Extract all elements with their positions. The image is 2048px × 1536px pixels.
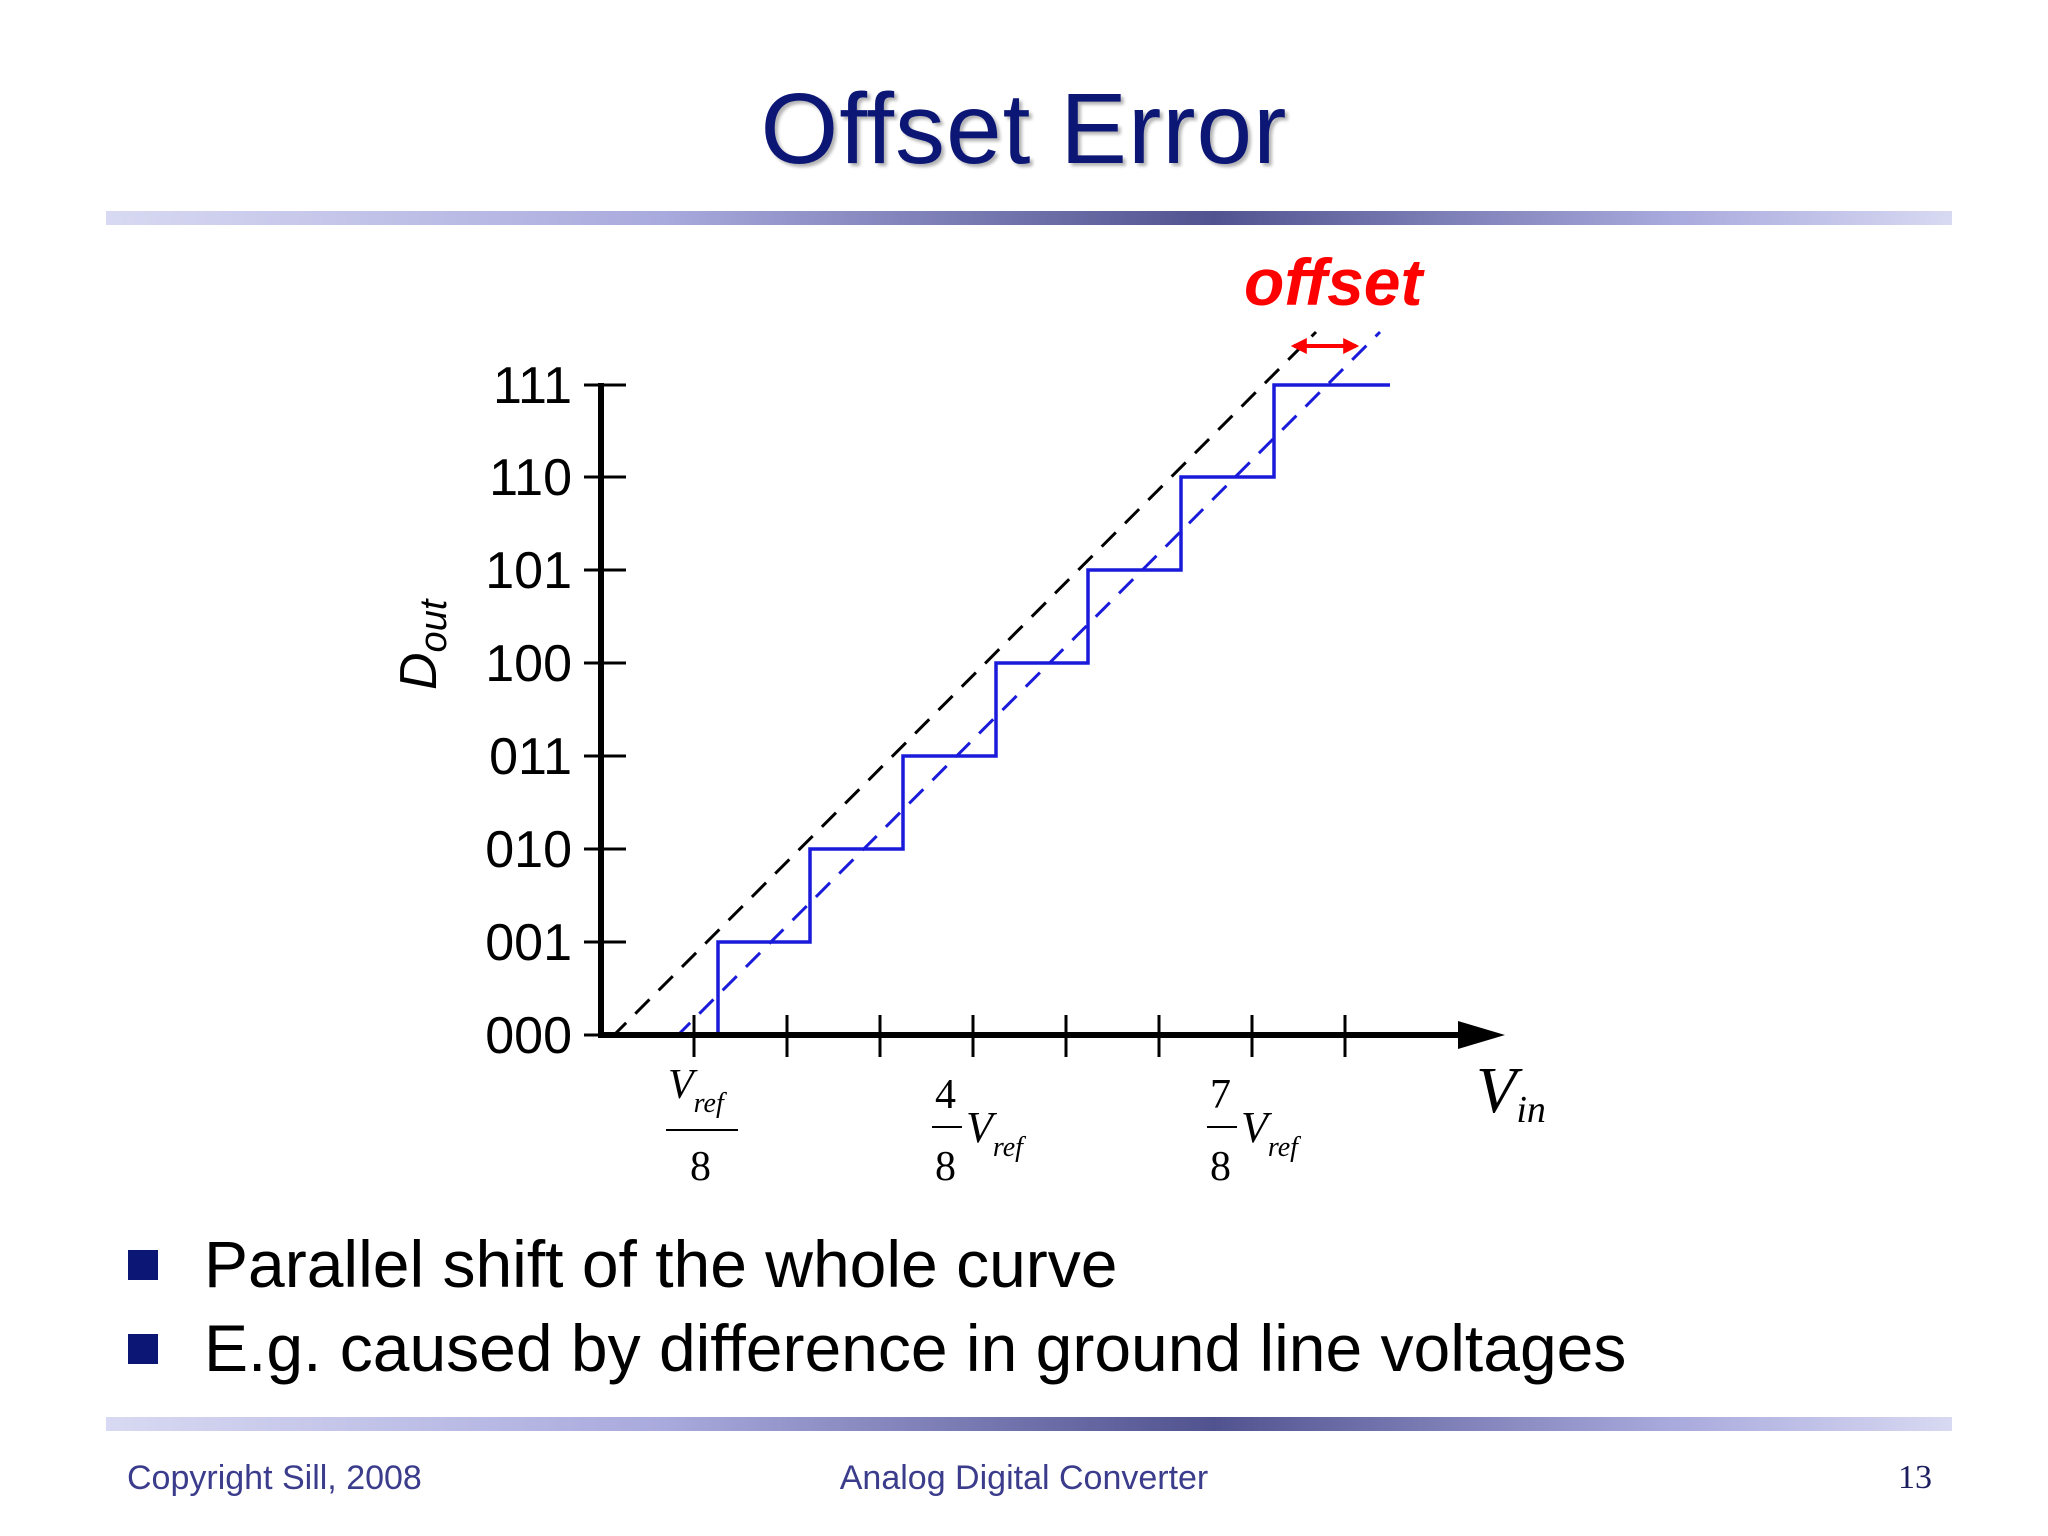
footer-copyright: Copyright Sill, 2008 [127, 1459, 422, 1497]
x-tick-label-2: 4 8 Vref [932, 1072, 1026, 1190]
svg-text:Vref: Vref [1241, 1103, 1301, 1163]
bullet-list: Parallel shift of the whole curve E.g. c… [128, 1222, 1626, 1390]
x-label-2-denominator: 8 [935, 1144, 956, 1190]
bullet-text: Parallel shift of the whole curve [204, 1227, 1118, 1301]
y-tick-label: 110 [489, 449, 572, 507]
y-tick-label: 100 [485, 635, 572, 693]
y-axis-label-sub: out [413, 598, 455, 652]
x-axis-arrowhead [1458, 1021, 1505, 1049]
x-label-1-over-main: V [668, 1062, 698, 1108]
offset-transfer-line [674, 330, 1382, 1039]
x-axis-label-sub: in [1516, 1089, 1546, 1131]
y-tick-label: 111 [493, 357, 572, 415]
y-axis-label-main: D [390, 652, 448, 690]
bottom-divider [106, 1417, 1952, 1431]
x-label-1-denominator: 8 [690, 1144, 711, 1190]
x-tick-marks [692, 1015, 1347, 1057]
bullet-item: E.g. caused by difference in ground line… [128, 1306, 1626, 1390]
x-label-3-main: V [1241, 1103, 1273, 1152]
x-label-1-over-sub: ref [694, 1088, 727, 1119]
page-number: 13 [1898, 1459, 1932, 1496]
top-divider [106, 211, 1952, 225]
x-axis-label: Vin [1476, 1054, 1546, 1131]
y-tick-label: 000 [485, 1007, 572, 1065]
x-label-3-denominator: 8 [1210, 1144, 1231, 1190]
x-label-2-numerator: 4 [935, 1072, 956, 1118]
square-bullet-icon [128, 1334, 158, 1364]
x-tick-label-1: Vref 8 [666, 1062, 738, 1190]
slide-title: Offset Error [760, 73, 1288, 185]
svg-text:Vref: Vref [966, 1103, 1026, 1163]
y-tick-marks [584, 383, 626, 1037]
y-tick-label: 010 [485, 821, 572, 879]
adc-staircase [600, 383, 1390, 1037]
x-tick-label-3: 7 8 Vref [1207, 1072, 1301, 1190]
y-tick-label: 011 [489, 728, 572, 786]
y-tick-label: 001 [485, 914, 572, 972]
offset-label: offset [1244, 245, 1425, 319]
footer-title: Analog Digital Converter [839, 1459, 1209, 1497]
y-tick-label: 101 [485, 542, 572, 600]
x-axis-label-main: V [1476, 1054, 1523, 1127]
bullet-item: Parallel shift of the whole curve [128, 1222, 1626, 1306]
x-label-3-sub: ref [1268, 1132, 1301, 1163]
square-bullet-icon [128, 1250, 158, 1280]
bullet-text: E.g. caused by difference in ground line… [204, 1311, 1627, 1385]
ideal-transfer-line [610, 330, 1318, 1039]
x-label-2-sub: ref [993, 1132, 1026, 1163]
svg-text:Vref: Vref [668, 1062, 727, 1119]
x-label-3-numerator: 7 [1210, 1072, 1231, 1118]
x-label-2-main: V [966, 1103, 998, 1152]
y-axis-label: Dout [390, 598, 455, 690]
